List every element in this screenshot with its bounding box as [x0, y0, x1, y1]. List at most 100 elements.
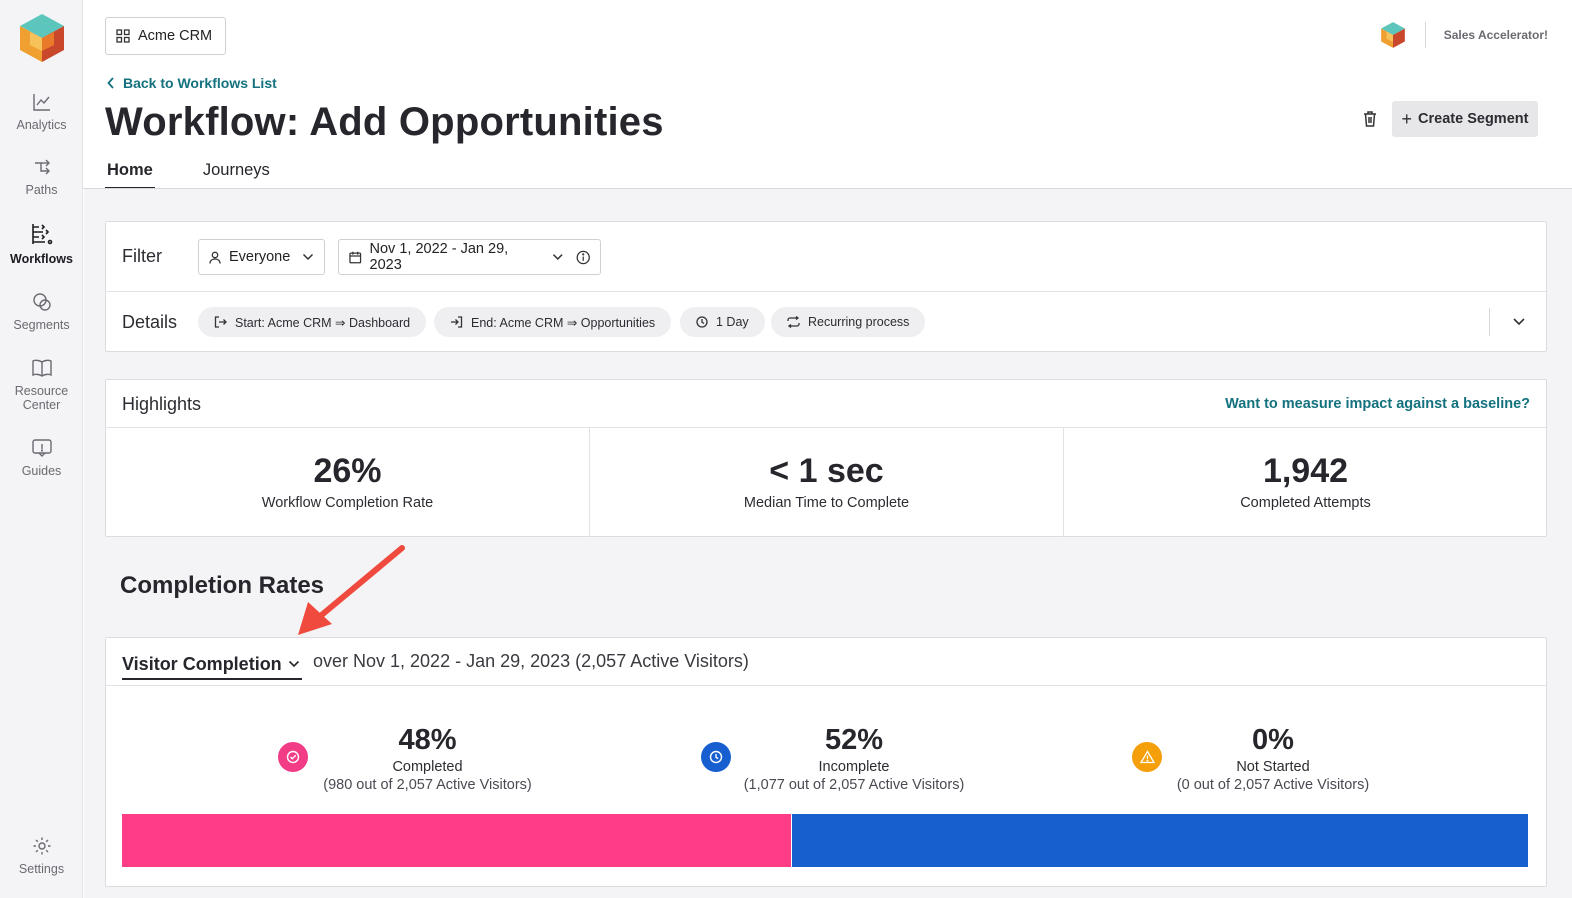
check-circle-icon	[286, 750, 300, 764]
completion-type-dropdown[interactable]: Visitor Completion	[122, 650, 302, 680]
sidebar-item-workflows[interactable]: Workflows	[0, 222, 83, 266]
calendar-icon	[349, 251, 362, 263]
filter-card: Filter Everyone Nov 1, 2022 - Jan 29, 20…	[105, 221, 1547, 352]
date-range-dropdown[interactable]: Nov 1, 2022 - Jan 29, 2023	[338, 239, 601, 275]
clock-icon	[696, 316, 708, 328]
product-logo[interactable]	[16, 12, 68, 64]
create-segment-label: Create Segment	[1418, 111, 1529, 127]
end-chip[interactable]: End: Acme CRM ⇒ Opportunities	[434, 307, 672, 337]
chevron-down-icon	[288, 660, 299, 668]
metric-value: 1,942	[1262, 452, 1349, 490]
account-area: Sales Accelerator!	[1379, 20, 1548, 50]
sidebar-item-paths[interactable]: Paths	[0, 157, 83, 197]
tab-bar: Home Journeys	[105, 158, 272, 190]
completion-card: Visitor Completion over Nov 1, 2022 - Ja…	[105, 637, 1547, 887]
chart-line-icon	[32, 94, 50, 111]
gear-icon	[33, 837, 50, 855]
metric-median-time: < 1 sec Median Time to Complete	[589, 428, 1063, 537]
chevron-down-icon[interactable]	[1509, 314, 1529, 330]
sign-in-icon	[214, 316, 227, 328]
completed-stat: 48% Completed (980 out of 2,057 Active V…	[306, 724, 549, 793]
recurring-chip[interactable]: Recurring process	[771, 307, 926, 337]
not-started-stat: 0% Not Started (0 out of 2,057 Active Vi…	[1156, 724, 1390, 793]
incomplete-count: (1,077 out of 2,057 Active Visitors)	[743, 777, 965, 793]
page-title: Workflow: Add Opportunities	[105, 100, 664, 144]
details-divider	[1489, 308, 1490, 336]
sidebar-item-analytics[interactable]: Analytics	[0, 92, 83, 132]
trash-icon[interactable]	[1360, 108, 1380, 130]
guide-icon	[31, 439, 52, 457]
chevron-left-icon	[107, 77, 114, 89]
incomplete-status-icon	[701, 742, 731, 772]
highlights-header: Highlights Want to measure impact agains…	[106, 380, 1546, 428]
metric-label: Workflow Completion Rate	[261, 495, 434, 511]
filter-row: Filter Everyone Nov 1, 2022 - Jan 29, 20…	[106, 222, 1546, 292]
recurring-chip-label: Recurring process	[808, 315, 910, 329]
sidebar-item-segments[interactable]: Segments	[0, 292, 83, 332]
metric-value: 26%	[313, 452, 382, 490]
not-started-status-icon	[1132, 742, 1162, 772]
duration-chip[interactable]: 1 Day	[680, 307, 765, 337]
sign-out-icon	[451, 316, 463, 328]
warning-icon	[1139, 750, 1155, 764]
sidebar-item-settings[interactable]: Settings	[0, 836, 83, 876]
start-chip-label: Start: Acme CRM ⇒ Dashboard	[235, 315, 411, 330]
not-started-count: (0 out of 2,057 Active Visitors)	[1176, 777, 1370, 793]
paths-icon	[34, 159, 50, 175]
chevron-down-icon	[302, 253, 314, 261]
plus-icon: +	[1401, 109, 1413, 129]
account-logo[interactable]	[1379, 20, 1407, 50]
back-link-label: Back to Workflows List	[123, 75, 277, 91]
header-divider	[1424, 22, 1426, 48]
highlights-card: Highlights Want to measure impact agains…	[105, 379, 1547, 537]
metric-completion-rate: 26% Workflow Completion Rate	[106, 428, 589, 537]
workflows-icon	[31, 224, 52, 245]
sidebar-item-resource-center[interactable]: Resource Center	[0, 358, 83, 412]
segment-dropdown[interactable]: Everyone	[198, 239, 325, 275]
completion-description: over Nov 1, 2022 - Jan 29, 2023 (2,057 A…	[313, 651, 749, 671]
book-icon	[31, 359, 52, 377]
not-started-pct: 0%	[1252, 724, 1294, 756]
tabs-divider	[83, 188, 1572, 189]
completed-count: (980 out of 2,057 Active Visitors)	[323, 777, 532, 793]
sidebar-item-guides[interactable]: Guides	[0, 438, 83, 478]
metric-completed-attempts: 1,942 Completed Attempts	[1063, 428, 1547, 537]
grid-icon	[116, 29, 130, 43]
metric-label: Completed Attempts	[1240, 495, 1371, 511]
details-label: Details	[122, 312, 178, 332]
filter-label: Filter	[122, 246, 162, 266]
clock-icon	[709, 750, 723, 764]
tab-home[interactable]: Home	[105, 158, 155, 190]
account-name[interactable]: Sales Accelerator!	[1443, 28, 1548, 42]
app-switcher[interactable]: Acme CRM	[105, 17, 226, 55]
bar-segment-incomplete[interactable]	[792, 814, 1528, 867]
segments-icon	[32, 293, 51, 311]
completed-label: Completed	[392, 759, 463, 775]
not-started-label: Not Started	[1236, 759, 1310, 775]
user-icon	[209, 251, 221, 264]
completion-type-label: Visitor Completion	[122, 653, 282, 674]
repeat-icon	[787, 316, 800, 328]
segment-value: Everyone	[229, 249, 291, 265]
completion-header: Visitor Completion over Nov 1, 2022 - Ja…	[106, 638, 1546, 686]
tab-journeys[interactable]: Journeys	[202, 161, 270, 179]
chevron-down-icon	[552, 254, 563, 260]
baseline-link[interactable]: Want to measure impact against a baselin…	[1225, 396, 1530, 412]
create-segment-button[interactable]: + Create Segment	[1392, 101, 1538, 137]
completion-rates-title: Completion Rates	[120, 572, 325, 599]
date-range-value: Nov 1, 2022 - Jan 29, 2023	[369, 241, 509, 273]
metric-value: < 1 sec	[769, 452, 884, 490]
app-switcher-label: Acme CRM	[138, 28, 213, 44]
end-chip-label: End: Acme CRM ⇒ Opportunities	[471, 315, 656, 330]
incomplete-stat: 52% Incomplete (1,077 out of 2,057 Activ…	[728, 724, 980, 793]
start-chip[interactable]: Start: Acme CRM ⇒ Dashboard	[198, 307, 427, 337]
highlights-title: Highlights	[122, 394, 202, 414]
info-icon[interactable]	[576, 250, 590, 265]
duration-chip-label: 1 Day	[716, 315, 749, 329]
incomplete-pct: 52%	[824, 724, 884, 756]
bar-segment-completed[interactable]	[122, 814, 791, 867]
metric-label: Median Time to Complete	[743, 495, 910, 511]
completed-status-icon	[278, 742, 308, 772]
incomplete-label: Incomplete	[818, 759, 890, 775]
back-link[interactable]: Back to Workflows List	[107, 75, 277, 91]
